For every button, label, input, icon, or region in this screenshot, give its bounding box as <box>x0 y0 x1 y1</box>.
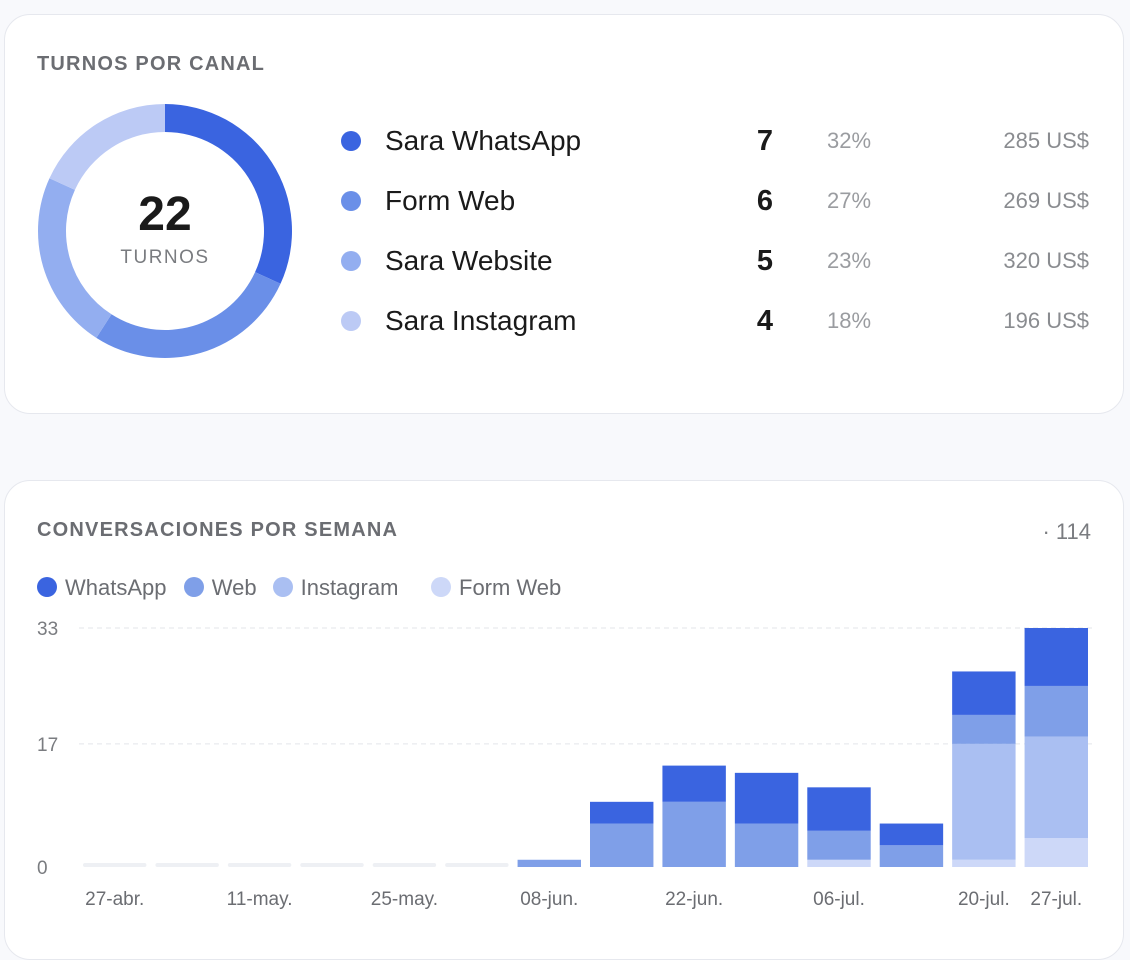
bar-segment <box>662 801 726 867</box>
x-tick-label: 06-jul. <box>813 889 865 910</box>
channel-color-dot <box>341 131 361 151</box>
channel-amount: 320 US$ <box>1003 248 1089 273</box>
bar-empty <box>83 863 147 867</box>
channel-name: Sara WhatsApp <box>385 125 582 156</box>
channel-count: 6 <box>756 185 773 217</box>
card-title: TURNOS POR CANAL <box>37 53 266 75</box>
bar-segment <box>1024 685 1088 737</box>
channel-percent: 27% <box>827 188 872 213</box>
channel-count: 7 <box>756 125 773 157</box>
channel-row[interactable]: Sara WhatsApp 7 32% 285 US$ <box>341 121 1101 161</box>
channel-name: Sara Website <box>385 245 553 276</box>
bar-segment <box>662 765 726 802</box>
x-tick-label: 22-jun. <box>665 889 723 910</box>
legend-color-dot <box>37 577 57 597</box>
legend-color-dot <box>272 577 293 597</box>
channel-count: 4 <box>756 305 773 337</box>
bar-segment <box>517 859 581 867</box>
stacked-bar-chart: 0 17 33 27-abr. 11-may. 25-may. 08-jun. 22-jun.… <box>37 619 1093 910</box>
bar-segment <box>807 787 871 831</box>
bar-segment <box>879 845 944 867</box>
channel-percent: 18% <box>827 308 872 333</box>
y-tick-label: 17 <box>37 735 58 756</box>
channel-percent: 32% <box>827 128 872 153</box>
bar-segment <box>590 801 654 824</box>
channel-amount: 196 US$ <box>1003 308 1089 333</box>
donut-total: 22 <box>138 188 192 241</box>
donut-slice <box>165 104 292 284</box>
bar-segment <box>879 823 944 846</box>
bar-segment <box>952 859 1016 867</box>
channel-percent: 23% <box>827 248 872 273</box>
channel-color-dot <box>341 311 361 331</box>
channel-color-dot <box>341 191 361 211</box>
turnos-por-canal-card: TURNOS POR CANAL 22 TURNOS Sara WhatsApp… <box>4 14 1124 414</box>
bar-segment <box>734 772 799 824</box>
channel-row[interactable]: Sara Website 5 23% 320 US$ <box>341 241 1101 281</box>
legend-label: Instagram <box>300 575 399 600</box>
conversaciones-por-semana-card: 0 17 33 27-abr. 11-may. 25-may. 08-jun. 22-jun.… <box>4 480 1124 960</box>
bar-segment <box>807 859 871 867</box>
legend-label: Web <box>211 575 257 600</box>
x-tick-label: 08-jun. <box>520 889 578 910</box>
bar-segment <box>1024 838 1088 867</box>
legend-color-dot <box>431 577 451 597</box>
bar-segment <box>952 743 1016 860</box>
x-tick-label: 25-may. <box>371 889 438 910</box>
bar-empty <box>300 863 364 867</box>
bar-empty <box>372 863 437 867</box>
donut-slice <box>96 272 281 359</box>
channel-row[interactable]: Sara Instagram 4 18% 196 US$ <box>341 301 1101 341</box>
legend-label: WhatsApp <box>65 575 167 600</box>
channel-name: Form Web <box>385 185 516 216</box>
channel-row[interactable]: Form Web 6 27% 269 US$ <box>341 181 1101 221</box>
legend-label: Form Web <box>459 575 562 600</box>
bar-empty <box>227 863 292 867</box>
y-tick-label: 0 <box>37 858 48 879</box>
bar-segment <box>590 823 654 867</box>
donut-total-label: TURNOS <box>120 247 210 268</box>
donut-svg <box>37 104 292 359</box>
bar-empty <box>155 863 219 867</box>
card-title: CONVERSACIONES POR SEMANA <box>37 519 399 541</box>
donut-slice <box>49 104 165 190</box>
bar-segment <box>1024 736 1088 839</box>
conversations-total: · 114 <box>1042 519 1091 544</box>
channel-count: 5 <box>756 245 773 277</box>
channel-color-dot <box>341 251 361 271</box>
donut-chart: 22 TURNOS <box>35 101 295 361</box>
bar-segment <box>807 830 871 860</box>
bar-segment <box>952 714 1016 744</box>
x-tick-label: 11-may. <box>227 889 293 910</box>
bar-empty <box>445 863 509 867</box>
bar-segment <box>1024 628 1088 686</box>
x-tick-label: 27-abr. <box>85 889 144 910</box>
channel-name: Sara Instagram <box>385 305 577 336</box>
legend-color-dot <box>183 577 204 597</box>
bar-segment <box>952 671 1016 715</box>
x-tick-label: 27-jul. <box>1030 889 1082 910</box>
y-tick-label: 33 <box>37 619 58 640</box>
channel-amount: 269 US$ <box>1003 188 1089 213</box>
channel-amount: 285 US$ <box>1003 128 1089 153</box>
bar-segment <box>734 823 799 867</box>
x-tick-label: 20-jul. <box>958 889 1010 910</box>
donut-slice <box>37 178 112 338</box>
